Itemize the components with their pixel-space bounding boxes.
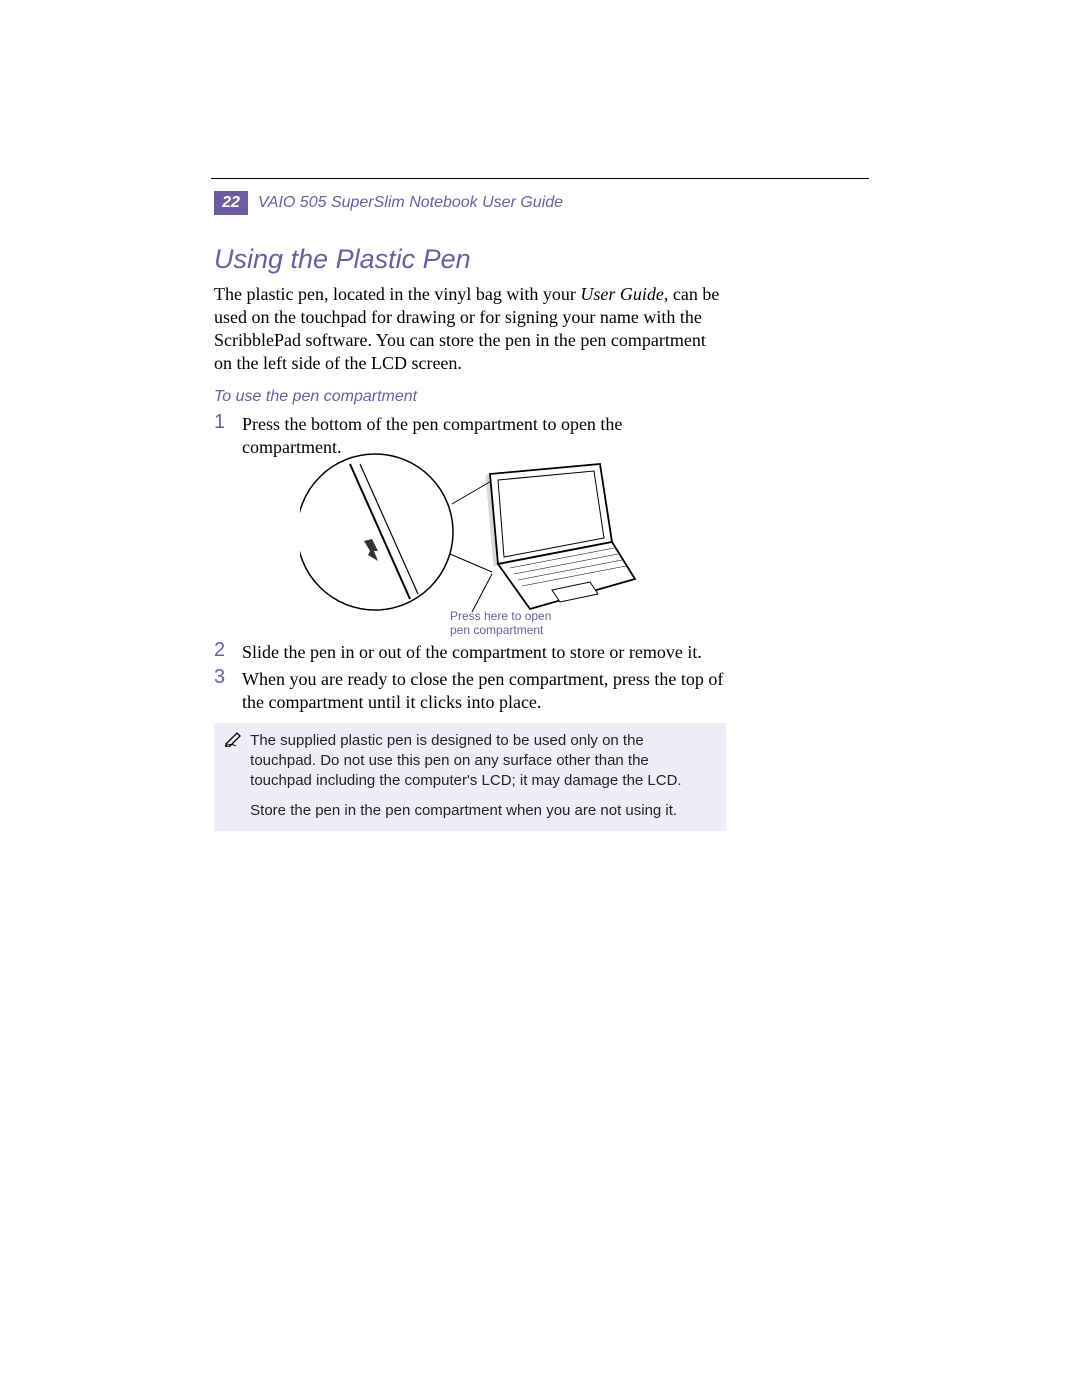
caption-line-2: pen compartment xyxy=(450,623,543,637)
page-number-badge: 22 xyxy=(214,191,248,215)
step-3-number: 3 xyxy=(214,666,225,689)
note-paragraph-1: The supplied plastic pen is designed to … xyxy=(250,731,710,791)
step-2-text: Slide the pen in or out of the compartme… xyxy=(242,641,726,664)
figure-caption: Press here to open pen compartment xyxy=(450,609,650,637)
note-paragraph-2: Store the pen in the pen compartment whe… xyxy=(250,801,710,821)
intro-pre: The plastic pen, located in the vinyl ba… xyxy=(214,284,580,304)
manual-page: 22 VAIO 505 SuperSlim Notebook User Guid… xyxy=(0,0,1080,1397)
intro-paragraph: The plastic pen, located in the vinyl ba… xyxy=(214,283,726,375)
note-box: The supplied plastic pen is designed to … xyxy=(214,723,726,831)
caption-line-1: Press here to open xyxy=(450,609,551,623)
laptop-illustration-icon xyxy=(300,444,640,634)
note-pen-icon xyxy=(224,731,246,753)
running-head: VAIO 505 SuperSlim Notebook User Guide xyxy=(258,194,563,212)
section-title: Using the Plastic Pen xyxy=(214,244,471,275)
note-text: The supplied plastic pen is designed to … xyxy=(250,731,710,821)
subheading: To use the pen compartment xyxy=(214,388,417,406)
laptop-pen-figure xyxy=(300,444,640,634)
intro-em: User Guide xyxy=(580,284,664,304)
step-1-number: 1 xyxy=(214,411,225,434)
step-2-number: 2 xyxy=(214,639,225,662)
step-2: 2 Slide the pen in or out of the compart… xyxy=(214,641,726,664)
header-rule xyxy=(211,178,869,179)
step-3: 3 When you are ready to close the pen co… xyxy=(214,668,726,714)
step-3-text: When you are ready to close the pen comp… xyxy=(242,668,726,714)
